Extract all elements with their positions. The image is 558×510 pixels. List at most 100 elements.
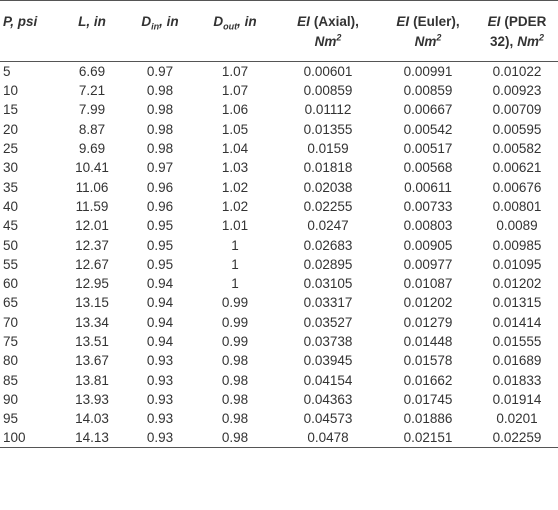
cell-din: 0.93 [126, 428, 194, 449]
cell-dout: 1.01 [221, 218, 249, 234]
table-body: 5 6.69 0.97 1.07 0.00601 0.00991 0.01022 10 7.21… [0, 62, 558, 449]
cell-din: 0.93 [146, 353, 174, 369]
cell-l: 11.59 [75, 198, 109, 214]
cell-p: 70 [3, 314, 19, 330]
cell-ei-euler: 0.01087 [403, 276, 453, 292]
header-p: P, psi [0, 0, 58, 62]
cell-l: 9.69 [78, 141, 106, 157]
table-row: 55 12.67 0.95 1 0.02895 0.00977 0.01095 [0, 255, 558, 274]
cell-p: 30 [3, 160, 19, 176]
cell-p: 55 [3, 256, 19, 272]
cell-ei-pder: 0.00801 [492, 198, 542, 214]
cell-ei-axial: 0.03527 [303, 314, 353, 330]
cell-ei-pder: 0.02259 [476, 428, 558, 449]
cell-ei-pder: 0.01315 [492, 295, 542, 311]
header-row: P, psi L, in Din, in Dout, in EI (Axial),… [0, 0, 558, 62]
cell-din: 0.96 [146, 179, 174, 195]
table-row: 20 8.87 0.98 1.05 0.01355 0.00542 0.00595 [0, 120, 558, 139]
cell-dout: 1 [231, 256, 239, 272]
cell-l: 13.93 [75, 391, 109, 407]
cell-p: 50 [3, 237, 19, 253]
table-row: 100 14.13 0.93 0.98 0.0478 0.02151 0.02259 [0, 428, 558, 449]
table-row: 45 12.01 0.95 1.01 0.0247 0.00803 0.0089 [0, 216, 558, 235]
cell-ei-axial: 0.03738 [303, 334, 353, 349]
cell-ei-euler: 0.00517 [403, 141, 453, 157]
cell-dout: 0.98 [221, 353, 249, 369]
cell-ei-axial: 0.03105 [303, 276, 353, 292]
header-ei-axial: EI (Axial), Nm2 [276, 0, 380, 62]
cell-ei-pder: 0.01914 [492, 391, 542, 407]
cell-ei-axial: 0.03317 [303, 295, 353, 311]
cell-dout: 1.04 [221, 141, 249, 157]
cell-p: 85 [3, 372, 19, 388]
table-row: 70 13.34 0.94 0.99 0.03527 0.01279 0.01414 [0, 313, 558, 332]
cell-ei-axial: 0.00601 [303, 64, 353, 79]
cell-ei-axial: 0.02895 [303, 256, 353, 272]
cell-ei-euler: 0.00859 [403, 83, 453, 99]
cell-ei-pder: 0.01689 [492, 353, 542, 369]
cell-din: 0.94 [146, 334, 174, 349]
cell-dout: 1.02 [221, 179, 249, 195]
cell-ei-pder: 0.01414 [492, 314, 542, 330]
cell-ei-axial: 0.0247 [307, 218, 349, 234]
cell-p: 100 [0, 428, 58, 449]
cell-l: 12.01 [75, 218, 109, 234]
data-table: P, psi L, in Din, in Dout, in EI (Axial),… [0, 0, 558, 449]
cell-p: 20 [3, 121, 19, 137]
cell-dout: 1 [231, 237, 239, 253]
cell-l: 11.06 [75, 179, 109, 195]
header-ei-euler: EI (Euler), Nm2 [380, 0, 476, 62]
cell-dout: 1.06 [221, 102, 249, 118]
cell-l: 12.37 [75, 237, 109, 253]
cell-din: 0.94 [146, 276, 174, 292]
table-row: 75 13.51 0.94 0.99 0.03738 0.01448 0.01555 [0, 332, 558, 351]
cell-dout: 0.99 [221, 295, 249, 311]
cell-dout: 1.05 [221, 121, 249, 137]
cell-din: 0.94 [146, 314, 174, 330]
cell-ei-euler: 0.01279 [403, 314, 453, 330]
cell-din: 0.93 [146, 411, 174, 427]
cell-din: 0.93 [146, 391, 174, 407]
cell-l: 14.13 [58, 428, 126, 449]
cell-ei-euler: 0.00611 [404, 179, 452, 195]
cell-p: 40 [3, 198, 19, 214]
cell-l: 14.03 [75, 411, 109, 427]
cell-ei-euler: 0.00733 [403, 198, 453, 214]
cell-ei-axial: 0.02038 [303, 179, 353, 195]
cell-ei-axial: 0.01355 [303, 121, 353, 137]
cell-din: 0.93 [146, 372, 174, 388]
cell-ei-pder: 0.00676 [492, 179, 542, 195]
cell-ei-euler: 0.00991 [403, 64, 453, 79]
table-row: 80 13.67 0.93 0.98 0.03945 0.01578 0.01689 [0, 351, 558, 370]
table-header: P, psi L, in Din, in Dout, in EI (Axial),… [0, 0, 558, 62]
cell-p: 75 [3, 334, 19, 349]
cell-ei-euler: 0.00568 [403, 160, 453, 176]
header-dout: Dout, in [194, 0, 276, 62]
cell-ei-euler: 0.00803 [403, 218, 453, 234]
cell-dout: 0.98 [194, 428, 276, 449]
cell-p: 60 [3, 276, 19, 292]
table-row: 60 12.95 0.94 1 0.03105 0.01087 0.01202 [0, 274, 558, 293]
cell-ei-pder: 0.0201 [496, 411, 538, 427]
cell-din: 0.95 [146, 237, 174, 253]
cell-l: 7.99 [78, 102, 106, 118]
cell-ei-pder: 0.00582 [492, 141, 542, 157]
cell-ei-axial: 0.02255 [303, 198, 353, 214]
table-row: 5 6.69 0.97 1.07 0.00601 0.00991 0.01022 [0, 62, 558, 82]
header-din: Din, in [126, 0, 194, 62]
cell-din: 0.98 [146, 102, 174, 118]
cell-ei-euler: 0.00905 [403, 237, 453, 253]
cell-din: 0.95 [146, 256, 174, 272]
cell-ei-pder: 0.00923 [492, 83, 542, 99]
cell-l: 13.67 [75, 353, 109, 369]
cell-ei-euler: 0.01202 [403, 295, 453, 311]
cell-p: 90 [3, 391, 19, 407]
cell-din: 0.98 [146, 141, 174, 157]
cell-p: 80 [3, 353, 19, 369]
cell-ei-pder: 0.01022 [492, 64, 542, 79]
cell-ei-axial: 0.0159 [307, 141, 349, 157]
cell-ei-euler: 0.01578 [403, 353, 453, 369]
cell-ei-euler: 0.01448 [403, 334, 453, 349]
cell-ei-axial: 0.01818 [303, 160, 353, 176]
cell-ei-axial: 0.04154 [303, 372, 353, 388]
